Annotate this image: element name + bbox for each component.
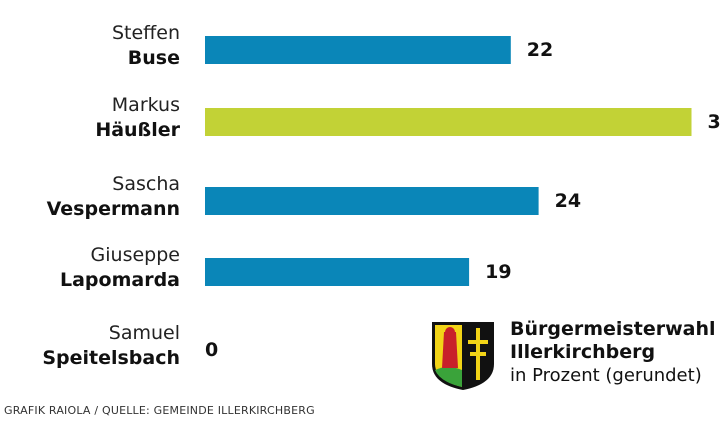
chart-subtitle: in Prozent (gerundet) [510, 365, 702, 386]
category-first-name: Giuseppe [91, 244, 180, 266]
category-last-name: Häußler [95, 119, 180, 141]
source-credit: GRAFIK RAIOLA / QUELLE: GEMEINDE ILLERKI… [4, 404, 315, 417]
category-last-name: Speitelsbach [42, 347, 180, 369]
category-last-name: Buse [128, 47, 180, 69]
chart-title-line: Illerkirchberg [510, 341, 656, 363]
category-first-name: Samuel [109, 322, 180, 344]
category-last-name: Lapomarda [60, 269, 180, 291]
category-first-name: Markus [112, 94, 180, 116]
bar-chart: Steffen Buse 22 Markus Häußler 35 Sascha Vesper… [42, 22, 720, 369]
chart-legend-title-block: Bürgermeisterwahl Illerkirchberg in Proze… [510, 318, 716, 388]
data-label: 22 [527, 39, 553, 61]
category-first-name: Sascha [112, 173, 180, 195]
bar [205, 108, 692, 136]
bar [205, 36, 511, 64]
data-label: 35 [708, 111, 720, 133]
category-first-name: Steffen [112, 22, 180, 44]
coat-of-arms-icon [430, 320, 496, 396]
data-label: 24 [555, 190, 581, 212]
chart-title: Bürgermeisterwahl Illerkirchberg [510, 318, 716, 364]
data-label: 19 [485, 261, 511, 283]
bar [205, 258, 470, 286]
chart-title-line: Bürgermeisterwahl [510, 318, 716, 340]
category-last-name: Vespermann [47, 198, 180, 220]
bar [205, 187, 539, 215]
data-label: 0 [205, 339, 218, 361]
